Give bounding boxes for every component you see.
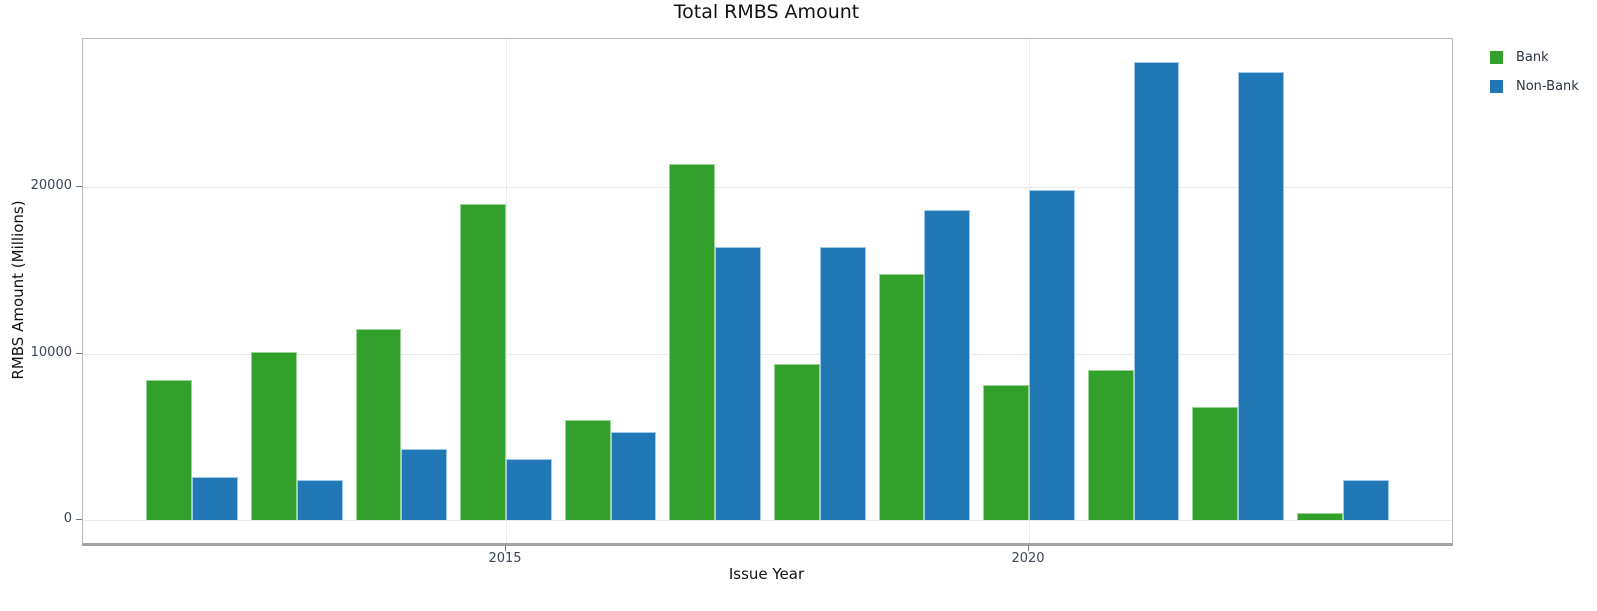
x-tick-mark-2015 bbox=[505, 545, 506, 551]
bar-bank-2014[interactable] bbox=[355, 328, 402, 521]
legend: Bank Non-Bank bbox=[1490, 48, 1579, 106]
bar-non-bank-2021[interactable] bbox=[1133, 62, 1180, 521]
y-gridline-20000 bbox=[83, 187, 1452, 188]
y-tick-label-0: 0 bbox=[63, 511, 72, 527]
chart-title: Total RMBS Amount bbox=[673, 1, 860, 23]
bar-bank-2012[interactable] bbox=[146, 380, 193, 521]
bar-bank-2023[interactable] bbox=[1296, 512, 1343, 521]
y-gridline-10000 bbox=[83, 353, 1452, 355]
bar-non-bank-2022[interactable] bbox=[1238, 72, 1285, 521]
bar-bank-2021[interactable] bbox=[1087, 370, 1134, 521]
bar-bank-2019[interactable] bbox=[878, 273, 925, 521]
bar-non-bank-2012[interactable] bbox=[192, 476, 239, 521]
bar-non-bank-2016[interactable] bbox=[610, 431, 657, 521]
non-bank-legend-swatch bbox=[1490, 79, 1503, 93]
x-tick-label-2015: 2015 bbox=[488, 551, 522, 566]
bar-non-bank-2023[interactable] bbox=[1342, 480, 1389, 521]
y-tick-label-20000: 20000 bbox=[30, 178, 72, 193]
y-axis-title: RMBS Amount (Millions) bbox=[9, 200, 27, 380]
bar-bank-2013[interactable] bbox=[250, 351, 297, 521]
bar-non-bank-2013[interactable] bbox=[296, 480, 343, 521]
bar-non-bank-2017[interactable] bbox=[715, 246, 762, 521]
bar-bank-2015[interactable] bbox=[460, 203, 506, 521]
bar-bank-2022[interactable] bbox=[1192, 406, 1239, 521]
bar-non-bank-2015[interactable] bbox=[506, 458, 552, 521]
bar-bank-2020[interactable] bbox=[983, 385, 1029, 521]
bar-non-bank-2018[interactable] bbox=[819, 246, 866, 521]
x-tick-label-2020: 2020 bbox=[1011, 551, 1045, 566]
bar-non-bank-2019[interactable] bbox=[924, 210, 971, 521]
x-axis-title: Issue Year bbox=[728, 565, 805, 583]
bar-bank-2018[interactable] bbox=[773, 363, 820, 521]
x-gridline-2015 bbox=[506, 39, 507, 543]
y-tick-mark-20000 bbox=[76, 186, 82, 187]
bank-legend-swatch bbox=[1490, 50, 1503, 64]
bar-non-bank-2014[interactable] bbox=[401, 448, 448, 521]
y-tick-label-10000: 10000 bbox=[30, 344, 72, 360]
y-gridline-0 bbox=[83, 520, 1452, 522]
legend-label-non-bank: Non-Bank bbox=[1516, 78, 1579, 94]
bar-non-bank-2020[interactable] bbox=[1029, 190, 1075, 521]
y-tick-mark-10000 bbox=[76, 352, 82, 354]
y-tick-mark-0 bbox=[76, 519, 82, 521]
bar-bank-2017[interactable] bbox=[669, 163, 716, 521]
bar-bank-2016[interactable] bbox=[564, 420, 611, 521]
legend-item-bank[interactable]: Bank bbox=[1490, 48, 1579, 66]
legend-item-non-bank[interactable]: Non-Bank bbox=[1490, 77, 1579, 95]
plot-area bbox=[82, 38, 1453, 546]
x-tick-mark-2020 bbox=[1028, 545, 1029, 551]
legend-label-bank: Bank bbox=[1516, 49, 1549, 65]
